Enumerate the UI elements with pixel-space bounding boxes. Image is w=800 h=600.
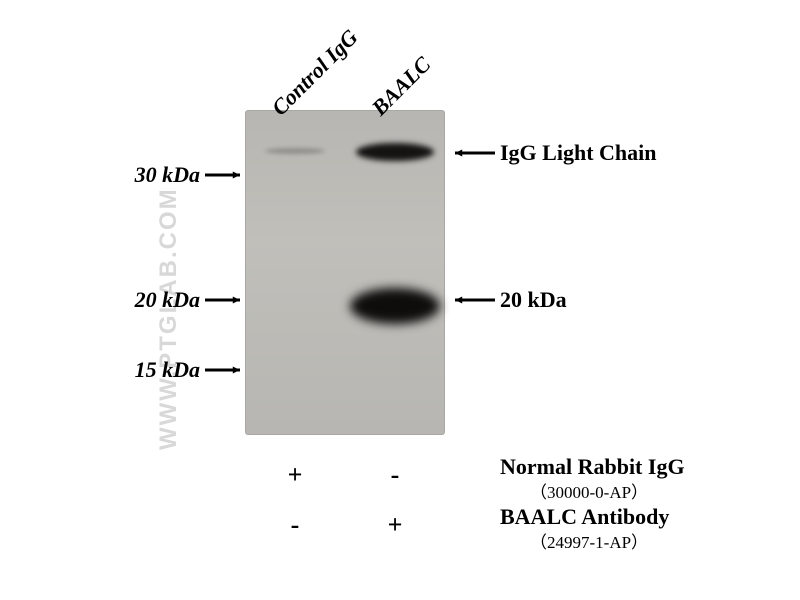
reagent-catalog: （24997-1-AP） [530, 528, 648, 553]
band [350, 288, 440, 324]
band [356, 143, 434, 161]
reagent-mark: + [285, 460, 305, 490]
band-annotation-label: IgG Light Chain [500, 140, 657, 166]
reagent-mark: + [385, 510, 405, 540]
mw-marker-label: 30 kDa [135, 162, 200, 188]
band-annotation-label: 20 kDa [500, 287, 567, 313]
mw-marker-label: 20 kDa [135, 287, 200, 313]
western-blot-figure: WWW.PTGLAB.COM Control IgGBAALC 30 kDa20… [0, 0, 800, 600]
mw-marker-label: 15 kDa [135, 357, 200, 383]
reagent-catalog: （30000-0-AP） [530, 478, 648, 503]
lane-label: Control IgG [267, 24, 364, 121]
reagent-mark: - [285, 510, 305, 540]
reagent-mark: - [385, 460, 405, 490]
reagent-name: Normal Rabbit IgG [500, 454, 685, 480]
watermark-text: WWW.PTGLAB.COM [155, 187, 183, 450]
band [265, 148, 325, 154]
reagent-name: BAALC Antibody [500, 504, 669, 530]
